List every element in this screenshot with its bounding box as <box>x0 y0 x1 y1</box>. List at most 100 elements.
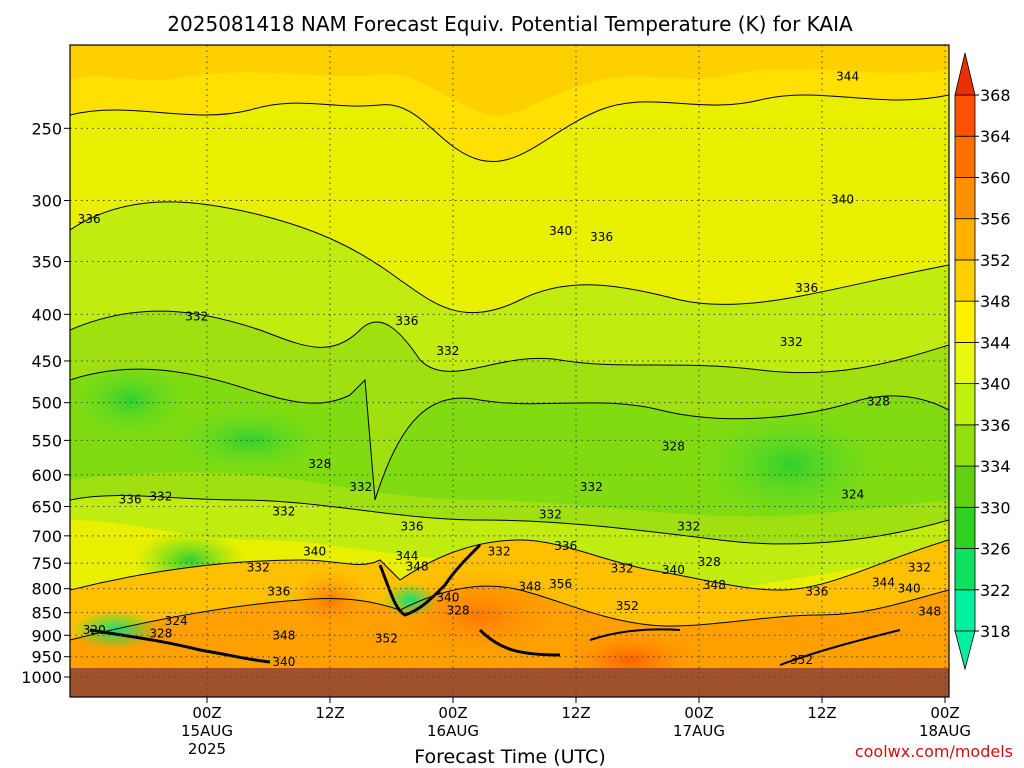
contour-label: 356 <box>549 577 572 591</box>
y-tick-label: 800 <box>31 580 62 599</box>
contour-label: 340 <box>436 590 459 604</box>
x-tick-label: 12Z <box>807 704 836 722</box>
colorbar-label: 352 <box>980 251 1011 270</box>
colorbar-swatch <box>954 259 976 302</box>
y-tick-label: 500 <box>31 394 62 413</box>
contour-label-text: 328 <box>447 604 470 618</box>
y-tick-label: 950 <box>31 648 62 667</box>
y-tick-label: 550 <box>31 431 62 450</box>
colorbar-swatch <box>954 465 976 508</box>
contour-label: 324 <box>165 614 188 628</box>
contour-label: 332 <box>436 344 459 358</box>
colorbar-label: 364 <box>980 127 1011 146</box>
contour-label: 328 <box>149 626 172 640</box>
contour-label-text: 336 <box>395 314 418 328</box>
y-tick-label: 700 <box>31 527 62 546</box>
colorbar-label: 344 <box>980 333 1011 352</box>
contour-label: 332 <box>488 544 511 558</box>
y-tick-label: 600 <box>31 466 62 485</box>
colorbar-swatch <box>954 383 976 426</box>
contour-label: 348 <box>272 629 295 643</box>
colorbar-top-arrow <box>954 52 976 96</box>
colorbar: 318 322 326 330 334 336 340 344 348 352 356 360 364 3… <box>954 52 1011 671</box>
colorbar-swatch <box>954 135 976 178</box>
contour-label-text: 332 <box>149 489 172 503</box>
contour-label: 336 <box>395 314 418 328</box>
contour-label: 336 <box>795 281 818 295</box>
x-tick-label: 12Z <box>561 704 590 722</box>
colorbar-label: 340 <box>980 375 1011 394</box>
contour-label: 344 <box>395 549 418 563</box>
colorbar-label: 368 <box>980 86 1011 105</box>
contour-label: 340 <box>831 192 854 206</box>
contour-label-text: 336 <box>795 281 818 295</box>
contour-label: 332 <box>272 505 295 519</box>
contour-label: 332 <box>580 480 603 494</box>
ground-layer <box>70 668 949 697</box>
contour-label: 336 <box>805 585 828 599</box>
contour-label: 348 <box>918 605 941 619</box>
contour-label-text: 352 <box>616 599 639 613</box>
contour-label: 324 <box>841 487 864 501</box>
contour-label: 328 <box>698 555 721 569</box>
colorbar-swatch <box>954 218 976 261</box>
contour-label-text: 328 <box>149 626 172 640</box>
contour-label-text: 332 <box>611 561 634 575</box>
y-tick-label: 900 <box>31 626 62 645</box>
contour-label: 352 <box>790 653 813 667</box>
contour-label: 336 <box>119 492 142 506</box>
contour-label: 332 <box>149 489 172 503</box>
contour-label: 332 <box>611 561 634 575</box>
x-tick-label: 00Z <box>438 704 467 722</box>
colorbar-swatch <box>954 94 976 137</box>
contour-label-text: 332 <box>349 480 372 494</box>
contour-label-text: 332 <box>580 480 603 494</box>
x-tick-label: 12Z <box>315 704 344 722</box>
contour-label-text: 324 <box>841 487 864 501</box>
contour-label: 332 <box>780 335 803 349</box>
contour-label-text: 348 <box>518 580 541 594</box>
contour-label: 348 <box>406 559 429 573</box>
contour-label-text: 332 <box>677 519 700 533</box>
contour-label-text: 328 <box>308 457 331 471</box>
x-tick-year: 2025 <box>188 740 226 758</box>
y-tick-label: 750 <box>31 554 62 573</box>
contour-label-text: 340 <box>549 224 572 238</box>
x-tick-date: 17AUG <box>673 722 725 740</box>
contour-label: 332 <box>349 480 372 494</box>
contour-label: 332 <box>908 560 931 574</box>
contour-label-text: 332 <box>908 560 931 574</box>
contour-label-text: 352 <box>790 653 813 667</box>
contour-label: 328 <box>308 457 331 471</box>
contour-label-text: 324 <box>165 614 188 628</box>
contour-label-text: 344 <box>836 70 859 84</box>
contour-label-text: 340 <box>831 192 854 206</box>
contour-label-text: 340 <box>898 582 921 596</box>
x-tick-date: 15AUG <box>181 722 233 740</box>
colorbar-swatch <box>954 424 976 467</box>
y-tick-label: 1000 <box>21 668 62 687</box>
y-tick-label: 650 <box>31 498 62 517</box>
contour-label: 348 <box>703 578 726 592</box>
colorbar-label: 348 <box>980 292 1011 311</box>
colorbar-swatch <box>954 589 976 632</box>
x-axis-label: Forecast Time (UTC) <box>414 746 605 768</box>
contour-label-text: 332 <box>539 508 562 522</box>
contour-label-text: 332 <box>436 344 459 358</box>
contour-label-text: 336 <box>119 492 142 506</box>
contour-label-text: 356 <box>549 577 572 591</box>
chart-title: 2025081418 NAM Forecast Equiv. Potential… <box>167 12 853 36</box>
contour-label: 340 <box>272 655 295 669</box>
y-tick-label: 450 <box>31 352 62 371</box>
contour-label-text: 336 <box>401 519 424 533</box>
colorbar-label: 326 <box>980 540 1011 559</box>
contour-label-text: 340 <box>436 590 459 604</box>
x-tick-label: 00Z <box>684 704 713 722</box>
contour-label-text: 344 <box>395 549 418 563</box>
contour-label-text: 340 <box>272 655 295 669</box>
contour-label-text: 336 <box>267 585 290 599</box>
contour-label: 352 <box>375 632 398 646</box>
x-tick-label: 00Z <box>930 704 959 722</box>
